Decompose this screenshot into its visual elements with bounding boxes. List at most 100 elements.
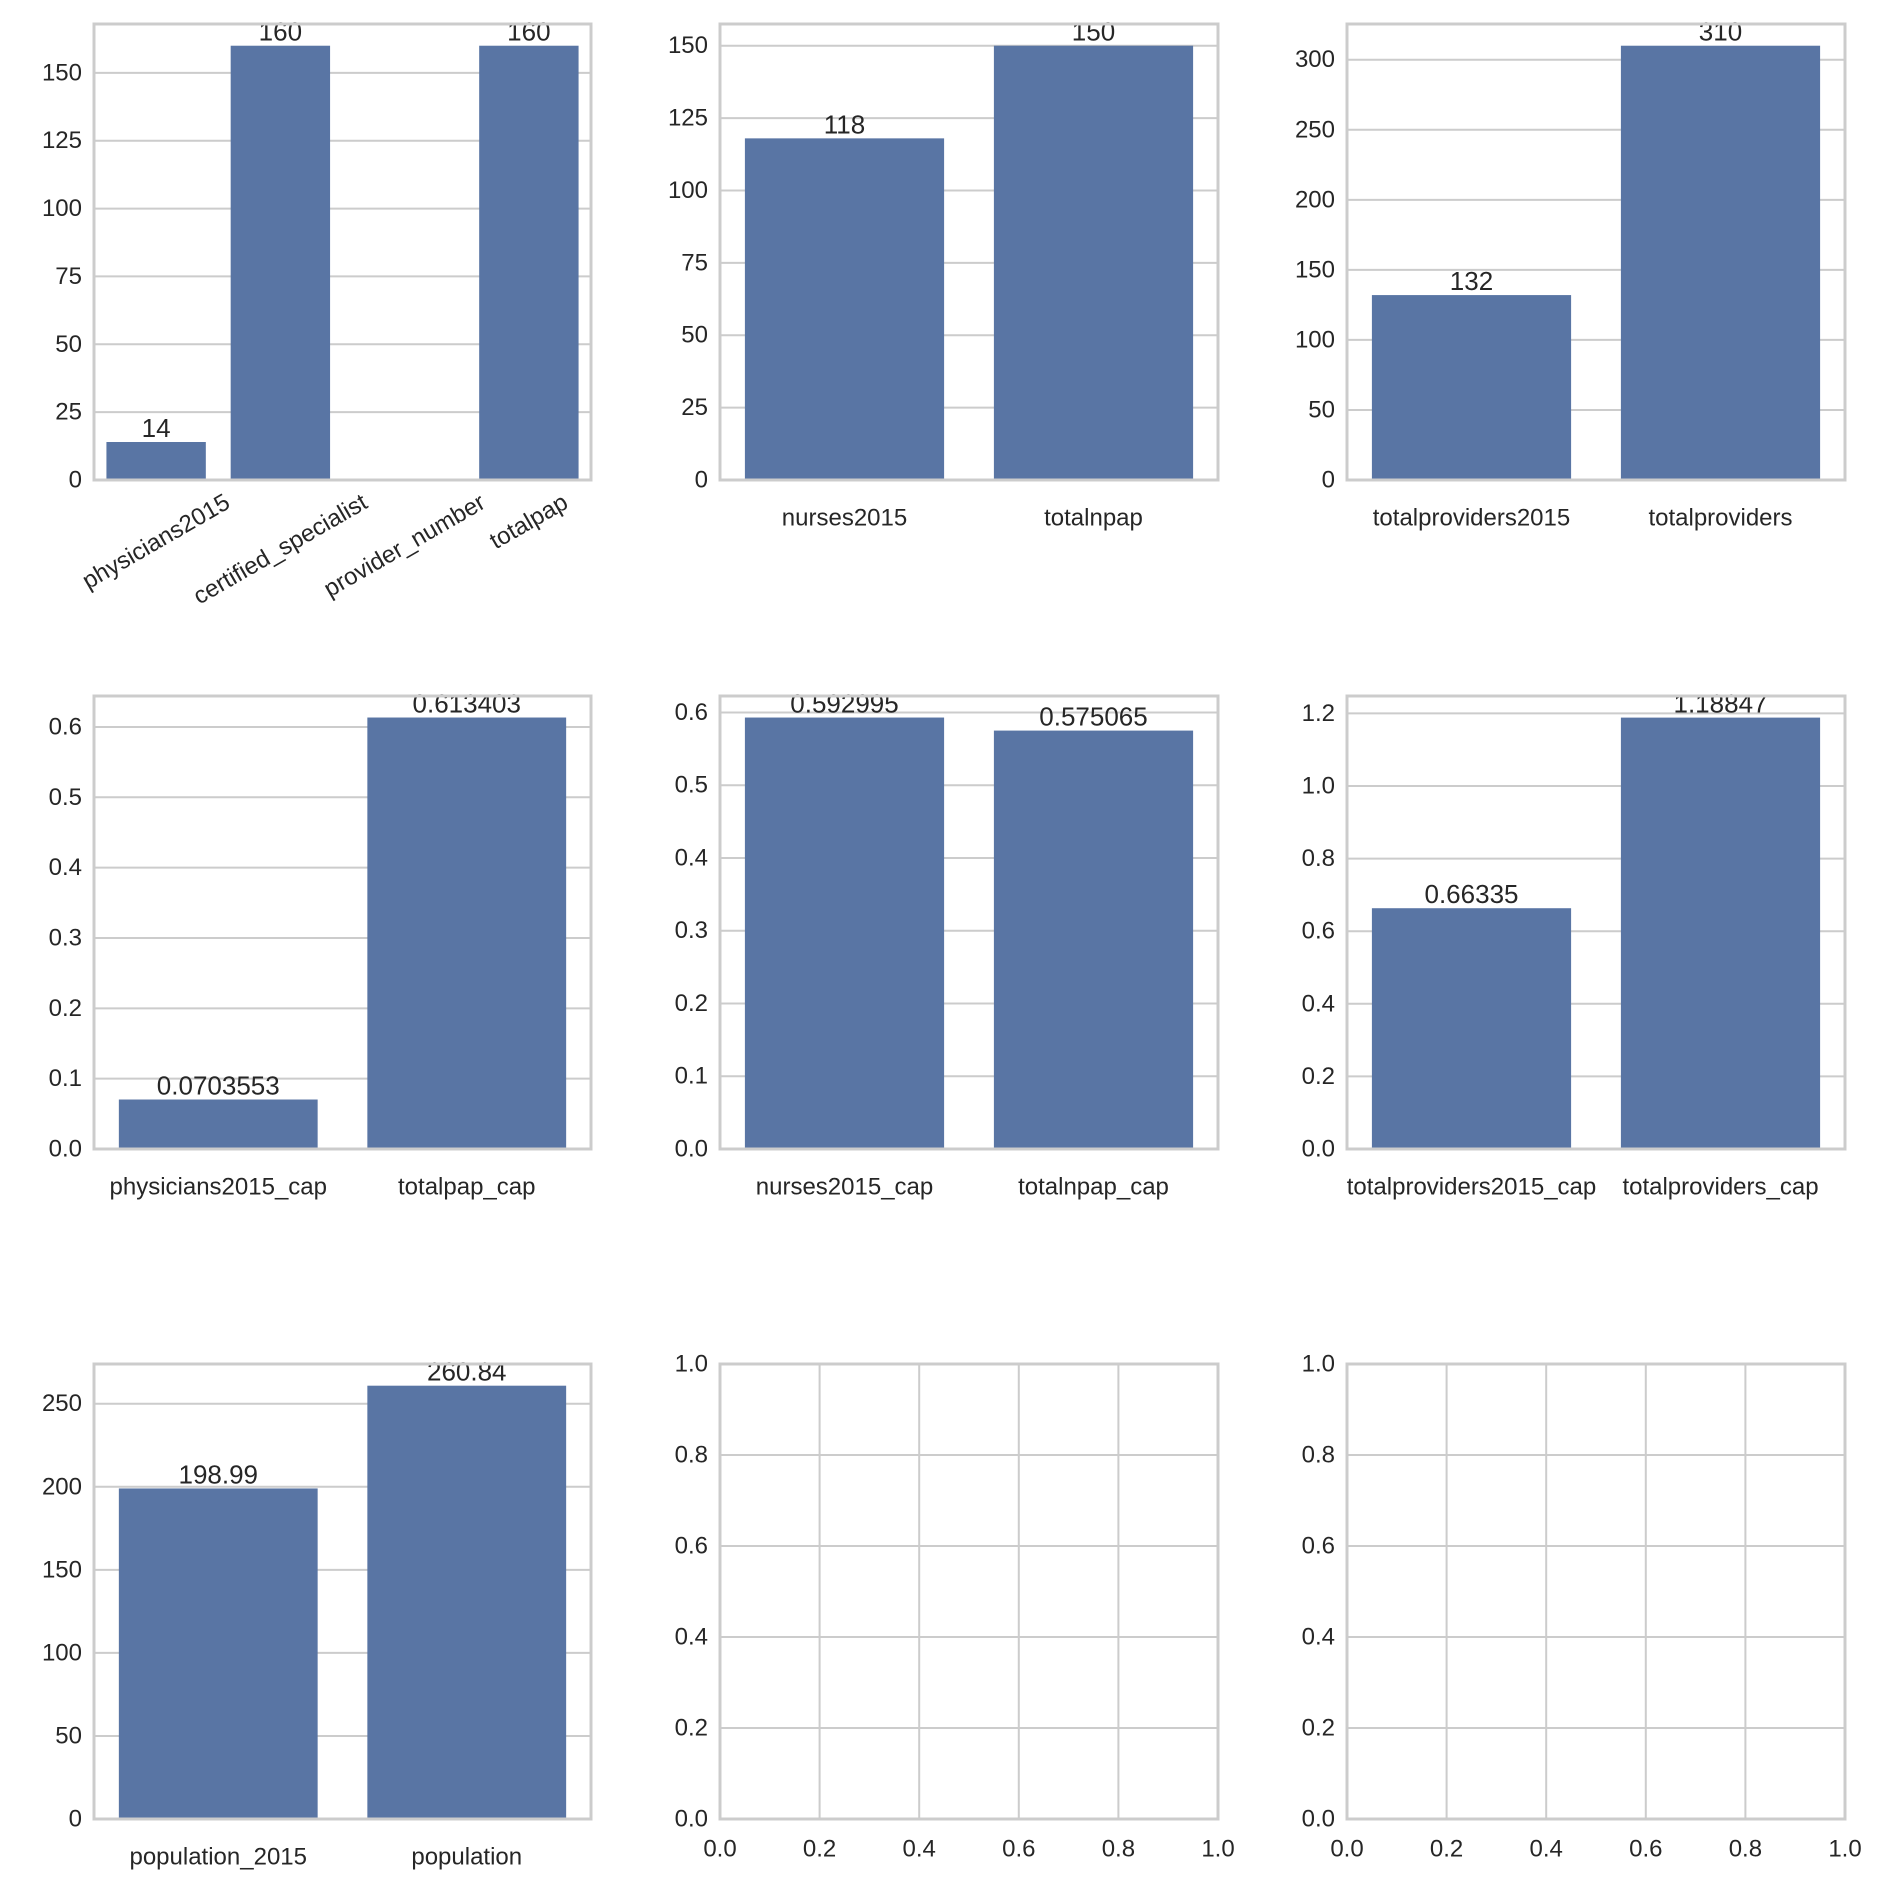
y-tick-label: 0.6 xyxy=(1302,918,1335,945)
y-tick-label: 0.8 xyxy=(1302,845,1335,872)
y-tick-label: 0.1 xyxy=(49,1065,82,1092)
bar-value-label: 0.575065 xyxy=(1039,702,1147,732)
y-tick-label: 100 xyxy=(1295,326,1335,353)
y-tick-label: 1.0 xyxy=(1302,1351,1335,1378)
y-tick-label: 1.0 xyxy=(1302,773,1335,800)
x-tick-label: nurses2015 xyxy=(782,505,907,532)
bar-totalproviders_cap xyxy=(1620,717,1821,1149)
x-tick-label: totalnpap_cap xyxy=(1018,1174,1169,1201)
y-tick-label: 0.0 xyxy=(675,1136,708,1163)
y-tick-label: 250 xyxy=(42,1390,82,1417)
y-tick-label: 200 xyxy=(42,1473,82,1500)
y-tick-label: 0.4 xyxy=(1302,990,1335,1017)
y-tick-label: 1.2 xyxy=(1302,700,1335,727)
y-tick-label: 0 xyxy=(69,467,82,494)
y-tick-label: 50 xyxy=(55,1722,82,1749)
x-tick-label: population xyxy=(411,1844,522,1871)
y-tick-label: 0.0 xyxy=(675,1806,708,1833)
bar-certified_specialist xyxy=(230,45,331,480)
x-tick-label: population_2015 xyxy=(129,1844,307,1871)
bar-value-label: 260.84 xyxy=(427,1357,507,1387)
subplot-9: 0.0 0.2 0.4 0.6 0.8 1.0 0.0 0.2 0.4 0.6 0.8 1.0 xyxy=(1302,1351,1862,1863)
y-tick-label: 50 xyxy=(1308,396,1335,423)
y-tick-label: 75 xyxy=(681,249,708,276)
x-tick-label: physicians2015_cap xyxy=(110,1174,328,1201)
x-tick-label: 0.6 xyxy=(1002,1836,1035,1863)
axes-frame xyxy=(92,694,593,1151)
y-tick-label: 0.8 xyxy=(1302,1442,1335,1469)
y-tick-label: 0.4 xyxy=(675,1624,708,1651)
y-tick-label: 0.4 xyxy=(675,844,708,871)
bar-totalpap xyxy=(479,45,579,480)
bar-value-label: 132 xyxy=(1450,266,1493,296)
x-tick-label: 1.0 xyxy=(1201,1836,1234,1863)
y-tick-label: 0.0 xyxy=(49,1136,82,1163)
y-tick-label: 1.0 xyxy=(675,1351,708,1378)
y-tick-label: 0.6 xyxy=(675,1533,708,1560)
x-tick-label: 0.0 xyxy=(703,1836,736,1863)
x-tick-label: 0.6 xyxy=(1629,1836,1662,1863)
subplot-4: 0.0 0.1 0.2 0.3 0.4 0.5 0.6 0.0703553 physicians… xyxy=(49,689,593,1201)
bar-totalnpap xyxy=(993,45,1194,480)
y-tick-label: 0.4 xyxy=(1302,1624,1335,1651)
x-tick-label: 0.4 xyxy=(903,1836,936,1863)
axes-frame xyxy=(92,1362,593,1821)
y-tick-label: 0.2 xyxy=(675,1715,708,1742)
y-tick-label: 150 xyxy=(668,32,708,59)
bar-value-label: 198.99 xyxy=(178,1459,258,1489)
x-tick-label: 0.2 xyxy=(1430,1836,1463,1863)
y-tick-label: 50 xyxy=(681,322,708,349)
bar-nurses2015 xyxy=(744,138,945,480)
y-tick-label: 0.1 xyxy=(675,1063,708,1090)
bar-nurses2015_cap xyxy=(744,717,945,1149)
axes-frame xyxy=(718,1362,1220,1821)
subplot-8: 0.0 0.2 0.4 0.6 0.8 1.0 0.0 0.2 0.4 0.6 0.8 1.0 xyxy=(675,1351,1235,1863)
y-tick-label: 250 xyxy=(1295,116,1335,143)
x-tick-label: totalpap xyxy=(485,489,572,555)
y-tick-label: 0.6 xyxy=(1302,1533,1335,1560)
axes-frame xyxy=(1345,694,1847,1151)
y-tick-label: 0.2 xyxy=(675,990,708,1017)
x-tick-label: 1.0 xyxy=(1828,1836,1861,1863)
x-tick-label: 0.2 xyxy=(803,1836,836,1863)
x-tick-label: 0.8 xyxy=(1729,1836,1762,1863)
y-tick-label: 200 xyxy=(1295,186,1335,213)
y-tick-label: 125 xyxy=(42,127,82,154)
bar-value-label: 1.18847 xyxy=(1674,689,1768,719)
bar-totalpap_cap xyxy=(367,717,567,1149)
y-tick-label: 0 xyxy=(1322,467,1335,494)
y-tick-label: 0.2 xyxy=(1302,1715,1335,1742)
bar-population xyxy=(367,1385,567,1819)
subplot-1: 025507510012515014physicians2015160certi… xyxy=(42,17,593,610)
y-tick-label: 75 xyxy=(55,263,82,290)
subplot-6: 0.0 0.2 0.4 0.6 0.8 1.0 1.2 0.66335 totalprovide… xyxy=(1302,689,1847,1201)
y-tick-label: 100 xyxy=(668,177,708,204)
y-tick-label: 100 xyxy=(42,1639,82,1666)
y-tick-label: 0.5 xyxy=(675,772,708,799)
y-tick-label: 25 xyxy=(55,399,82,426)
axes-frame xyxy=(1345,22,1847,482)
y-tick-label: 0.2 xyxy=(49,995,82,1022)
y-tick-label: 25 xyxy=(681,394,708,421)
bar-value-label: 0.66335 xyxy=(1425,879,1519,909)
x-tick-label: totalproviders xyxy=(1648,505,1792,532)
bar-value-label: 0.613403 xyxy=(413,689,521,719)
axes-frame xyxy=(718,694,1220,1151)
x-tick-label: 0.4 xyxy=(1530,1836,1563,1863)
y-tick-label: 0.2 xyxy=(1302,1063,1335,1090)
bar-value-label: 160 xyxy=(259,17,302,47)
x-tick-label: totalnpap xyxy=(1044,505,1143,532)
axes-frame xyxy=(1345,1362,1847,1821)
y-tick-label: 0.5 xyxy=(49,784,82,811)
bar-value-label: 310 xyxy=(1699,17,1742,47)
y-tick-label: 0.6 xyxy=(49,713,82,740)
y-tick-label: 300 xyxy=(1295,46,1335,73)
axes-frame xyxy=(92,22,593,482)
y-tick-label: 0.3 xyxy=(49,924,82,951)
x-tick-label: nurses2015_cap xyxy=(756,1174,933,1201)
x-tick-label: 0.0 xyxy=(1330,1836,1363,1863)
subplot-7: 0 50 100 150 200 250 198.99 population_2015 260.… xyxy=(42,1357,593,1871)
subplot-5: 0.0 0.1 0.2 0.3 0.4 0.5 0.6 0.592995 nurses2015_… xyxy=(675,689,1220,1201)
bar-value-label: 14 xyxy=(142,413,171,443)
bar-population_2015 xyxy=(118,1488,318,1819)
